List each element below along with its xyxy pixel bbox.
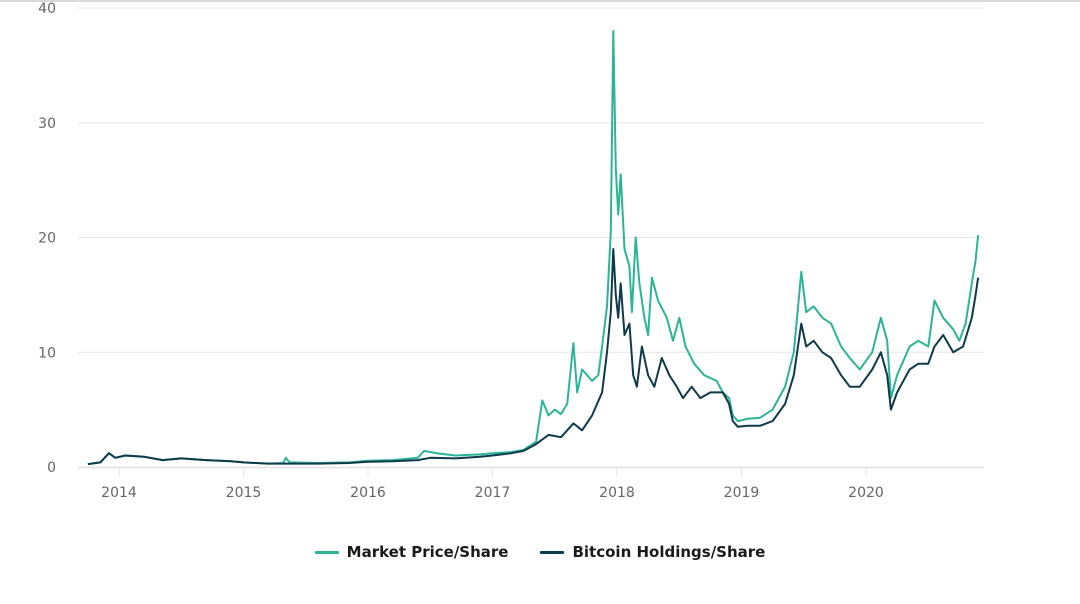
- series-line-bitcoin-holdings: [87, 248, 980, 466]
- y-tick-label: 30: [38, 116, 56, 132]
- line-chart: 2014 2015 2016 2017 2018 2019 2020 0 10 20 30 40: [38, 1, 984, 501]
- legend-label: Bitcoin Holdings/Share: [572, 543, 766, 561]
- y-tick-label: 0: [47, 460, 56, 476]
- x-tick-label: 2020: [848, 485, 884, 501]
- x-tick-label: 2017: [475, 485, 511, 501]
- y-tick-label: 20: [38, 231, 56, 247]
- y-tick-label: 40: [38, 1, 56, 17]
- legend-item-bitcoin-holdings[interactable]: Bitcoin Holdings/Share: [540, 543, 765, 561]
- x-tick-label: 2014: [101, 485, 137, 501]
- legend-swatch-bitcoin-holdings: [540, 550, 565, 554]
- legend-label: Market Price/Share: [346, 543, 509, 561]
- x-tick-label: 2016: [350, 485, 386, 501]
- legend-swatch-market-price: [314, 550, 339, 554]
- x-tick-label: 2015: [226, 485, 262, 501]
- x-tick-label: 2019: [724, 485, 760, 501]
- series-line-market-price: [87, 30, 980, 466]
- legend: Market Price/Share Bitcoin Holdings/Shar…: [0, 543, 1080, 561]
- y-tick-label: 10: [38, 345, 56, 361]
- top-border: [0, 0, 1080, 2]
- x-axis: 2014 2015 2016 2017 2018 2019 2020: [78, 467, 984, 501]
- y-axis: 0 10 20 30 40: [38, 1, 56, 476]
- gridlines: [78, 7, 984, 468]
- x-tick-label: 2018: [599, 485, 635, 501]
- legend-item-market-price[interactable]: Market Price/Share: [314, 543, 509, 561]
- series-lines: [87, 30, 980, 466]
